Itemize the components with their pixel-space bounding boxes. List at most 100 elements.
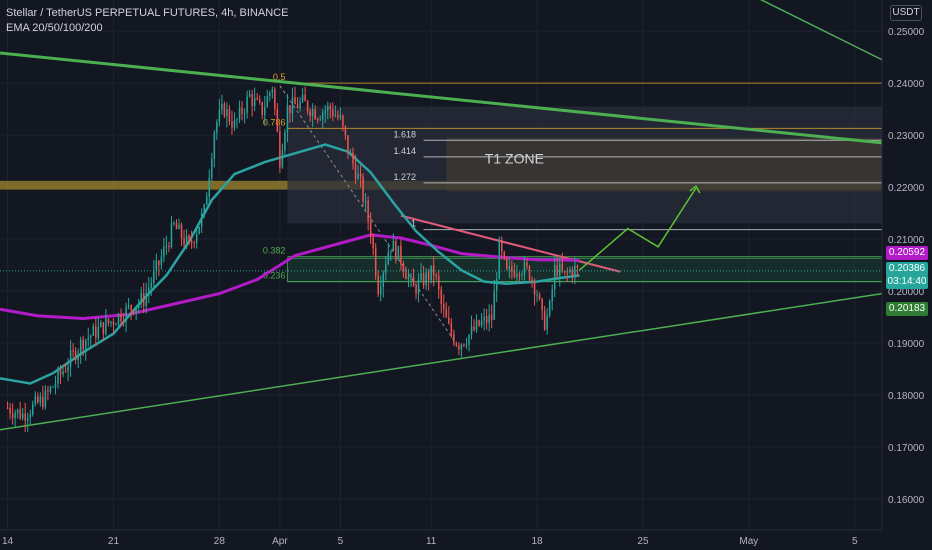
candle-body [448,317,450,324]
candle-body [274,89,276,109]
candle-body [67,366,69,372]
candle-body [105,318,107,335]
candle-body [347,135,349,154]
candle-body [531,279,533,282]
time-tick-label: 28 [214,536,226,547]
candle-body [470,326,473,335]
candle-body [190,240,193,243]
candle-body [150,282,153,288]
candle-body [556,265,558,276]
candle-body [501,239,503,252]
price-tick-label: 0.21000 [888,235,925,246]
candle-body [488,314,490,324]
candle-body [334,115,337,117]
candle-body [163,246,165,257]
candle-body [526,262,528,267]
countdown-tag: 03:14:40 [886,275,928,289]
candle-body [14,412,16,418]
chart-legend: Stellar / TetherUS PERPETUAL FUTURES, 4h… [6,6,288,36]
candle-body [79,339,82,353]
candle-body [6,407,9,409]
candle-body [11,413,14,418]
candle-body [538,294,541,299]
candle-body [432,265,435,276]
candle-body [120,313,122,322]
candle-body [16,409,19,413]
candle-body [180,224,183,239]
candle-body [269,92,271,97]
candle-body [233,120,236,128]
indicator-label[interactable]: EMA 20/50/100/200 [6,22,103,34]
time-tick-label: 21 [108,536,120,547]
candle-body [218,109,221,122]
candle-body [39,396,42,403]
candle-body [430,265,432,281]
candle-body [382,273,385,287]
candle-body [513,271,516,277]
candle-body [170,223,173,247]
candle-body [463,344,465,346]
candle-body [246,96,248,113]
candle-body [352,152,354,164]
candle-body [372,237,374,249]
candle-body [521,274,523,276]
candle-body [385,264,387,274]
fib-label: 0.236 [263,271,286,281]
candle-body [344,126,347,136]
candle-body [203,204,205,214]
candle-body [132,309,135,314]
candle-body [256,98,258,100]
candle-body [231,121,233,128]
candle-body [74,350,77,361]
candle-body [523,262,526,275]
time-tick-label: Apr [272,536,288,547]
candle-body [92,326,95,336]
candle-body [64,371,67,373]
candle-body [168,246,170,248]
candle-body [142,293,145,306]
candle-body [493,291,495,320]
candle-body [263,107,266,116]
candle-body [34,396,37,404]
candle-body [299,101,301,109]
candle-body [57,369,59,384]
candle-body [236,119,238,121]
candle-body [226,109,228,117]
time-tick-label: 5 [852,536,858,547]
candle-body [117,313,120,325]
candle-body [392,240,395,251]
candle-body [551,289,553,302]
candle-body [32,403,34,415]
candle-body [195,233,198,243]
candle-body [468,334,470,345]
candle-body [319,119,321,121]
candle-body [137,303,140,308]
candle-body [369,221,372,238]
candle-body [213,132,216,159]
candle-body [342,115,344,127]
candle-body [309,110,311,117]
currency-label[interactable]: USDT [890,5,922,21]
candle-body [145,292,147,306]
candle-body [198,226,200,234]
candle-body [52,386,54,388]
candle-body [498,239,501,279]
candle-body [251,94,253,106]
candle-body [175,222,178,229]
candle-body [122,321,125,323]
candle-body [29,414,32,418]
projection-path [578,187,697,271]
candle-body [453,333,455,344]
candle-body [243,112,246,114]
candle-body [54,383,57,387]
candle-body [483,316,485,321]
candle-body [503,251,506,259]
candle-body [47,390,49,392]
candle-body [536,294,538,296]
candle-body [183,238,185,245]
candle-body [19,409,21,419]
candle-body [397,245,400,261]
candle-body [44,390,47,408]
fib-label: 0.786 [263,117,286,127]
